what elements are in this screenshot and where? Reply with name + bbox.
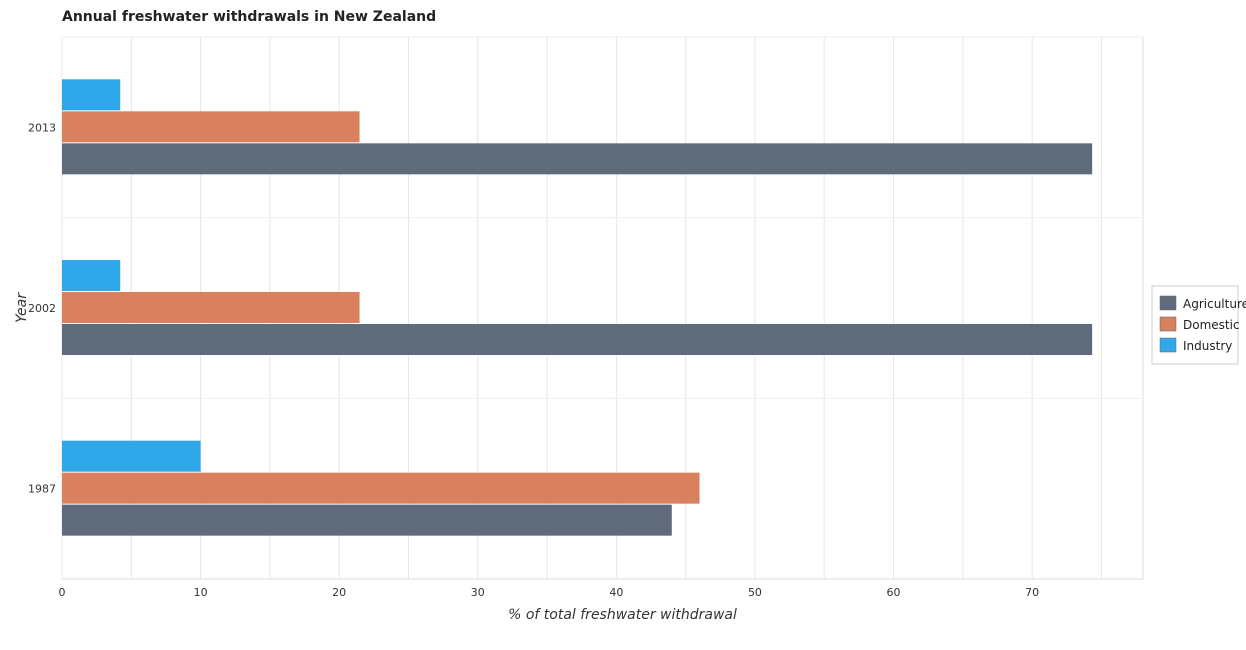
bar-domestic-2013 [62,111,360,143]
bar-industry-2002 [62,260,121,291]
legend-label-domestic: Domestic [1183,318,1240,332]
x-tick-label: 40 [609,586,623,599]
bar-industry-1987 [62,440,201,472]
legend-label-industry: Industry [1183,339,1232,353]
x-tick-label: 50 [748,586,762,599]
bar-agriculture-1987 [62,504,672,536]
legend-swatch-industry [1159,337,1177,353]
x-tick-label: 0 [59,586,66,599]
legend-swatch-domestic [1159,316,1177,332]
x-axis-title: % of total freshwater withdrawal [508,607,737,623]
x-tick-label: 10 [194,586,208,599]
x-tick-label: 60 [887,586,901,599]
bar-industry-2013 [62,79,121,111]
bar-domestic-1987 [62,472,700,504]
bar-agriculture-2002 [62,324,1093,355]
chart-title: Annual freshwater withdrawals in New Zea… [62,9,437,25]
x-tick-label: 20 [332,586,346,599]
bar-agriculture-2013 [62,143,1093,175]
y-tick-label: 2002 [28,302,56,315]
y-axis-title: Year [14,292,30,323]
y-tick-label: 1987 [28,483,56,496]
legend-swatch-agriculture [1159,295,1177,311]
legend-label-agriculture: Agriculture [1183,297,1246,311]
x-tick-label: 30 [471,586,485,599]
y-tick-label: 2013 [28,121,56,134]
bar-domestic-2002 [62,292,360,323]
x-tick-label: 70 [1025,586,1039,599]
